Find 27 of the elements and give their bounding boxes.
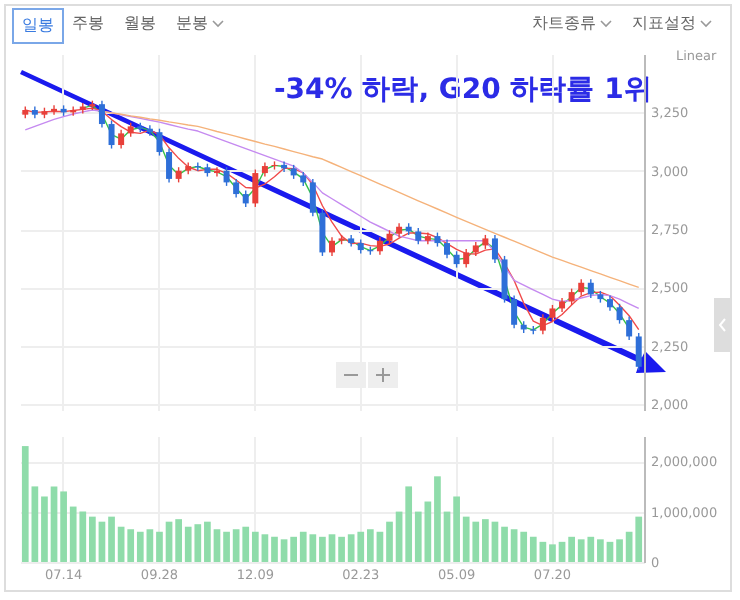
text: 일봉 bbox=[22, 14, 54, 38]
candlestick bbox=[166, 147, 173, 184]
candlestick bbox=[223, 166, 230, 187]
candlestick bbox=[501, 255, 508, 304]
candlestick bbox=[587, 278, 594, 299]
candlestick bbox=[626, 315, 633, 341]
text: 분봉 bbox=[176, 12, 208, 36]
candlestick bbox=[511, 294, 518, 329]
candlestick bbox=[118, 129, 125, 150]
candlestick bbox=[444, 238, 451, 259]
candlestick bbox=[329, 236, 335, 257]
candlestick bbox=[491, 234, 498, 264]
candlestick bbox=[635, 332, 642, 372]
text: 월봉 bbox=[124, 12, 156, 36]
text: 주봉 bbox=[72, 12, 104, 36]
text: 지표설정 bbox=[632, 12, 696, 36]
candlestick bbox=[156, 127, 163, 157]
candlestick bbox=[319, 208, 326, 257]
candlestick bbox=[539, 313, 546, 335]
candlestick bbox=[616, 303, 623, 325]
candlestick bbox=[309, 178, 316, 217]
candlestick bbox=[252, 168, 259, 208]
text: 차트종류 bbox=[532, 12, 596, 36]
candlestick bbox=[108, 119, 115, 150]
candlestick bbox=[463, 248, 470, 269]
candlestick bbox=[233, 178, 240, 199]
candlestick bbox=[98, 99, 105, 129]
